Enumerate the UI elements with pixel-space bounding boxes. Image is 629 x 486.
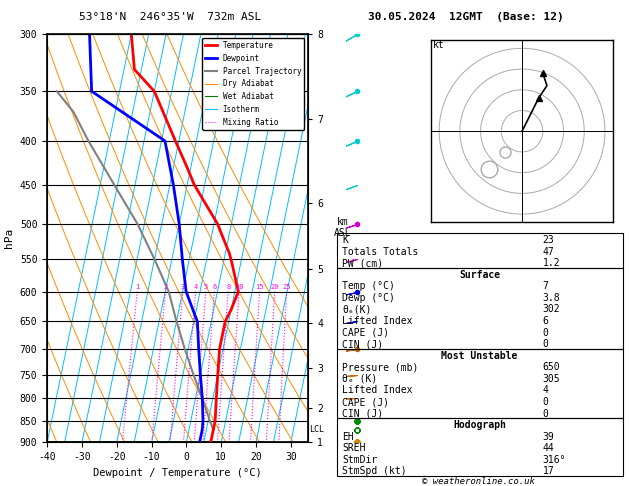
Text: 302: 302 bbox=[543, 304, 560, 314]
Text: CIN (J): CIN (J) bbox=[342, 409, 383, 418]
Text: 316°: 316° bbox=[543, 455, 566, 465]
Text: LCL: LCL bbox=[309, 425, 324, 434]
Text: 4: 4 bbox=[194, 283, 198, 290]
Text: SREH: SREH bbox=[342, 443, 365, 453]
Text: 5: 5 bbox=[204, 283, 208, 290]
Text: 17: 17 bbox=[543, 467, 554, 476]
Text: 6: 6 bbox=[212, 283, 216, 290]
Text: Lifted Index: Lifted Index bbox=[342, 316, 413, 326]
Text: θₑ(K): θₑ(K) bbox=[342, 304, 372, 314]
Text: θₑ (K): θₑ (K) bbox=[342, 374, 377, 384]
Text: 0: 0 bbox=[543, 397, 548, 407]
Text: 39: 39 bbox=[543, 432, 554, 442]
Text: 1.2: 1.2 bbox=[543, 258, 560, 268]
Text: 47: 47 bbox=[543, 246, 554, 257]
Text: EH: EH bbox=[342, 432, 354, 442]
Bar bbox=[337, 418, 623, 476]
Text: 10: 10 bbox=[235, 283, 243, 290]
Text: StmSpd (kt): StmSpd (kt) bbox=[342, 467, 407, 476]
Text: Most Unstable: Most Unstable bbox=[442, 351, 518, 361]
Bar bbox=[337, 268, 623, 349]
Text: 4: 4 bbox=[543, 385, 548, 396]
Text: 3: 3 bbox=[181, 283, 185, 290]
Text: K: K bbox=[342, 235, 348, 245]
Text: CAPE (J): CAPE (J) bbox=[342, 397, 389, 407]
Text: 44: 44 bbox=[543, 443, 554, 453]
Text: StmDir: StmDir bbox=[342, 455, 377, 465]
Text: 25: 25 bbox=[282, 283, 291, 290]
Text: Pressure (mb): Pressure (mb) bbox=[342, 362, 419, 372]
Text: 2: 2 bbox=[164, 283, 167, 290]
Text: Lifted Index: Lifted Index bbox=[342, 385, 413, 396]
Text: 3.8: 3.8 bbox=[543, 293, 560, 303]
Text: Surface: Surface bbox=[459, 270, 500, 280]
Text: © weatheronline.co.uk: © weatheronline.co.uk bbox=[421, 477, 535, 486]
Text: 1: 1 bbox=[135, 283, 140, 290]
Bar bbox=[337, 233, 623, 268]
Text: 7: 7 bbox=[543, 281, 548, 291]
Text: 30.05.2024  12GMT  (Base: 12): 30.05.2024 12GMT (Base: 12) bbox=[367, 12, 564, 22]
Text: CIN (J): CIN (J) bbox=[342, 339, 383, 349]
Y-axis label: km
ASL: km ASL bbox=[334, 217, 352, 238]
Text: 8: 8 bbox=[226, 283, 230, 290]
Y-axis label: hPa: hPa bbox=[4, 228, 14, 248]
Text: Hodograph: Hodograph bbox=[453, 420, 506, 430]
Legend: Temperature, Dewpoint, Parcel Trajectory, Dry Adiabat, Wet Adiabat, Isotherm, Mi: Temperature, Dewpoint, Parcel Trajectory… bbox=[202, 38, 304, 130]
Bar bbox=[337, 349, 623, 418]
Text: Temp (°C): Temp (°C) bbox=[342, 281, 395, 291]
Text: 23: 23 bbox=[543, 235, 554, 245]
Text: 0: 0 bbox=[543, 328, 548, 338]
Text: 305: 305 bbox=[543, 374, 560, 384]
Y-axis label: Mixing Ratio (g/kg): Mixing Ratio (g/kg) bbox=[0, 182, 10, 294]
Text: kt: kt bbox=[433, 40, 445, 51]
Text: PW (cm): PW (cm) bbox=[342, 258, 383, 268]
Text: 6: 6 bbox=[543, 316, 548, 326]
Text: CAPE (J): CAPE (J) bbox=[342, 328, 389, 338]
Text: 0: 0 bbox=[543, 339, 548, 349]
Text: 650: 650 bbox=[543, 362, 560, 372]
Text: 53°18'N  246°35'W  732m ASL: 53°18'N 246°35'W 732m ASL bbox=[79, 12, 261, 22]
Text: 15: 15 bbox=[255, 283, 264, 290]
Text: 20: 20 bbox=[270, 283, 279, 290]
Text: Totals Totals: Totals Totals bbox=[342, 246, 419, 257]
X-axis label: Dewpoint / Temperature (°C): Dewpoint / Temperature (°C) bbox=[93, 468, 262, 478]
Text: Dewp (°C): Dewp (°C) bbox=[342, 293, 395, 303]
Text: 0: 0 bbox=[543, 409, 548, 418]
